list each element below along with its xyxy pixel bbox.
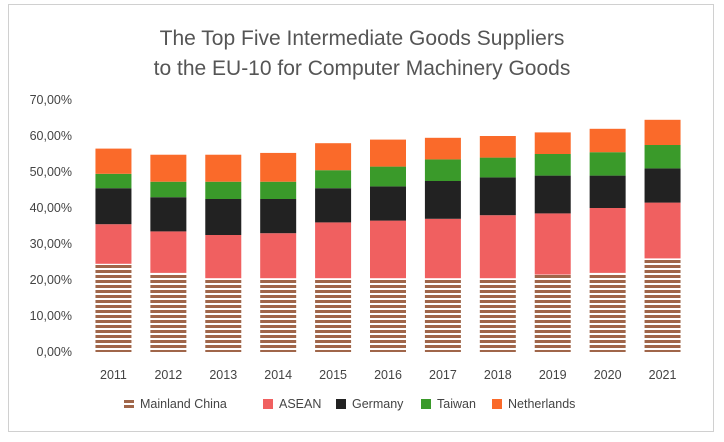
legend-swatch bbox=[336, 399, 346, 409]
x-tick-label: 2012 bbox=[154, 368, 182, 382]
y-tick-label: 20,00% bbox=[30, 273, 72, 287]
x-tick-label: 2020 bbox=[594, 368, 622, 382]
bar-mainland-china-2016 bbox=[370, 278, 406, 352]
bar-mainland-china-2013 bbox=[205, 278, 242, 352]
bar-mainland-china-2019 bbox=[534, 274, 571, 352]
bar-germany-2020 bbox=[589, 175, 626, 208]
bar-netherlands-2011 bbox=[95, 148, 132, 174]
y-tick-label: 30,00% bbox=[30, 237, 72, 251]
legend-swatch bbox=[124, 399, 134, 409]
x-tick-label: 2018 bbox=[484, 368, 512, 382]
x-tick-label: 2019 bbox=[539, 368, 567, 382]
bar-taiwan-2016 bbox=[370, 166, 406, 187]
bar-taiwan-2013 bbox=[205, 181, 242, 199]
x-tick-label: 2016 bbox=[374, 368, 402, 382]
bar-mainland-china-2018 bbox=[479, 278, 516, 352]
legend-label: Netherlands bbox=[508, 397, 575, 411]
x-tick-label: 2011 bbox=[100, 368, 127, 382]
bar-asean-2012 bbox=[150, 231, 187, 273]
bar-taiwan-2012 bbox=[150, 181, 187, 198]
bar-germany-2018 bbox=[479, 177, 516, 216]
legend-swatch bbox=[263, 399, 273, 409]
bar-mainland-china-2020 bbox=[589, 272, 626, 352]
bar-germany-2017 bbox=[424, 181, 461, 219]
legend-label: Mainland China bbox=[140, 397, 227, 411]
legend-label: Taiwan bbox=[437, 397, 476, 411]
y-tick-label: 40,00% bbox=[30, 201, 72, 215]
bar-netherlands-2015 bbox=[315, 143, 352, 171]
chart-title: The Top Five Intermediate Goods Supplier… bbox=[0, 24, 724, 84]
y-tick-label: 70,00% bbox=[30, 93, 72, 107]
bar-taiwan-2021 bbox=[644, 145, 681, 169]
bar-germany-2014 bbox=[260, 199, 297, 234]
bar-netherlands-2018 bbox=[479, 136, 516, 158]
bar-taiwan-2019 bbox=[534, 154, 571, 176]
legend-swatch bbox=[492, 399, 502, 409]
bar-asean-2021 bbox=[644, 202, 681, 259]
y-tick-label: 50,00% bbox=[30, 165, 72, 179]
x-tick-label: 2015 bbox=[319, 368, 347, 382]
bar-germany-2021 bbox=[644, 168, 681, 203]
bar-netherlands-2017 bbox=[424, 137, 461, 160]
bar-asean-2019 bbox=[534, 213, 571, 275]
bar-netherlands-2020 bbox=[589, 128, 626, 153]
bar-asean-2018 bbox=[479, 215, 516, 279]
bar-asean-2015 bbox=[315, 222, 352, 279]
bar-netherlands-2013 bbox=[205, 154, 242, 182]
bar-mainland-china-2021 bbox=[644, 258, 681, 352]
bar-mainland-china-2012 bbox=[150, 272, 187, 352]
bar-germany-2015 bbox=[315, 188, 352, 223]
bar-asean-2020 bbox=[589, 208, 626, 273]
bar-mainland-china-2011 bbox=[95, 263, 132, 352]
legend-label: Germany bbox=[352, 397, 404, 411]
bar-germany-2012 bbox=[150, 197, 187, 232]
bar-mainland-china-2017 bbox=[424, 278, 461, 352]
bar-asean-2016 bbox=[370, 220, 406, 279]
bar-netherlands-2016 bbox=[370, 139, 406, 167]
bar-germany-2016 bbox=[370, 186, 406, 221]
x-tick-label: 2013 bbox=[209, 368, 237, 382]
bar-taiwan-2011 bbox=[95, 173, 132, 189]
y-tick-label: 0,00% bbox=[37, 345, 72, 359]
bar-mainland-china-2014 bbox=[260, 278, 297, 352]
y-tick-label: 60,00% bbox=[30, 129, 72, 143]
bar-taiwan-2020 bbox=[589, 152, 626, 176]
bar-netherlands-2019 bbox=[534, 132, 571, 154]
chart-title-line-1: The Top Five Intermediate Goods Supplier… bbox=[159, 27, 565, 50]
bar-germany-2013 bbox=[205, 199, 242, 235]
bar-taiwan-2018 bbox=[479, 157, 516, 178]
bar-germany-2019 bbox=[534, 175, 571, 214]
bar-asean-2017 bbox=[424, 218, 461, 279]
bar-taiwan-2015 bbox=[315, 170, 352, 189]
chart-title-line-2: to the EU-10 for Computer Machinery Good… bbox=[153, 57, 571, 80]
bar-mainland-china-2015 bbox=[315, 278, 352, 352]
bar-netherlands-2012 bbox=[150, 154, 187, 182]
y-tick-label: 10,00% bbox=[30, 309, 72, 323]
bar-taiwan-2017 bbox=[424, 159, 461, 181]
bar-asean-2011 bbox=[95, 224, 132, 264]
bar-asean-2013 bbox=[205, 235, 242, 279]
bar-asean-2014 bbox=[260, 233, 297, 279]
x-tick-label: 2021 bbox=[649, 368, 677, 382]
x-tick-label: 2017 bbox=[429, 368, 457, 382]
bar-germany-2011 bbox=[95, 188, 132, 225]
bar-netherlands-2021 bbox=[644, 119, 681, 145]
legend-swatch bbox=[421, 399, 431, 409]
legend-label: ASEAN bbox=[279, 397, 321, 411]
bar-netherlands-2014 bbox=[260, 152, 297, 182]
x-tick-label: 2014 bbox=[264, 368, 292, 382]
bar-taiwan-2014 bbox=[260, 181, 297, 199]
